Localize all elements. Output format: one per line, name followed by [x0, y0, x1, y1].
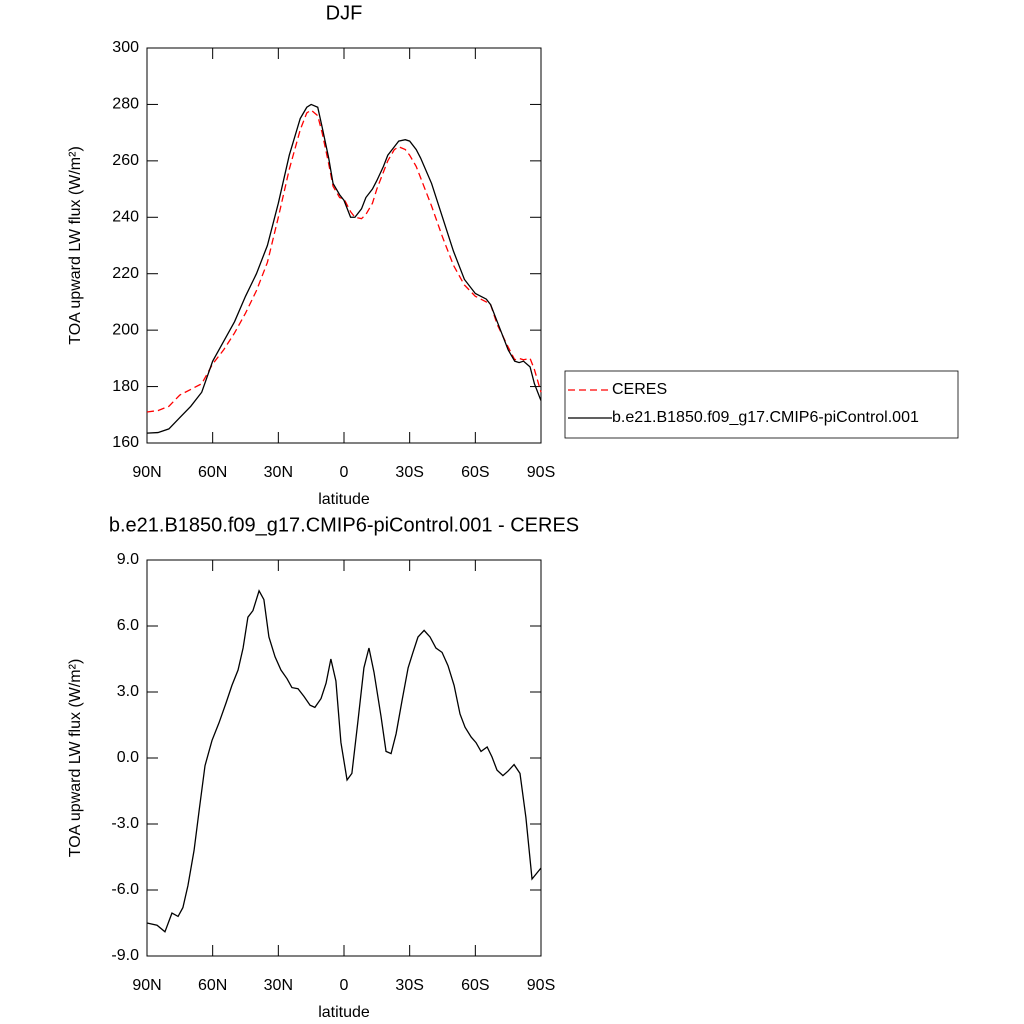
- y-tick-label: -3.0: [111, 815, 139, 832]
- y-tick-label: 9.0: [117, 551, 139, 568]
- x-tick-label: 60N: [198, 977, 227, 994]
- y-tick-label: 160: [112, 434, 139, 451]
- y-tick-label: 240: [112, 209, 139, 226]
- y-tick-label: 0.0: [117, 749, 139, 766]
- x-tick-label: 60S: [461, 464, 489, 481]
- y-axis-label: TOA upward LW flux (W/m²): [67, 659, 84, 858]
- x-tick-label: 0: [340, 977, 349, 994]
- x-tick-label: 60S: [461, 977, 489, 994]
- x-tick-label: 30N: [264, 977, 293, 994]
- x-tick-label: 30S: [395, 977, 423, 994]
- y-tick-label: 200: [112, 321, 139, 338]
- x-tick-label: 0: [340, 464, 349, 481]
- chart-title: b.e21.B1850.f09_g17.CMIP6-piControl.001 …: [109, 514, 579, 536]
- data-line: [146, 109, 542, 413]
- plot-frame: [146, 47, 542, 444]
- x-tick-label: 30N: [264, 464, 293, 481]
- y-axis-label: TOA upward LW flux (W/m²): [67, 146, 84, 345]
- legend-box: [564, 370, 959, 439]
- y-tick-label: 180: [112, 378, 139, 395]
- x-tick-label: 60N: [198, 464, 227, 481]
- x-tick-label: 90S: [527, 977, 555, 994]
- y-tick-label: -9.0: [111, 947, 139, 964]
- y-tick-label: 3.0: [117, 683, 139, 700]
- legend-label: b.e21.B1850.f09_g17.CMIP6-piControl.001: [612, 409, 919, 426]
- x-tick-label: 90S: [527, 464, 555, 481]
- data-line: [146, 103, 542, 434]
- x-tick-label: 30S: [395, 464, 423, 481]
- x-tick-label: 90N: [132, 464, 161, 481]
- y-tick-label: 280: [112, 96, 139, 113]
- legend-label: CERES: [612, 381, 667, 398]
- x-tick-label: 90N: [132, 977, 161, 994]
- data-line: [146, 589, 542, 933]
- y-tick-label: 300: [112, 39, 139, 56]
- y-tick-label: 6.0: [117, 617, 139, 634]
- x-axis-label: latitude: [318, 1004, 370, 1021]
- y-tick-label: -6.0: [111, 881, 139, 898]
- x-axis-label: latitude: [318, 491, 370, 508]
- y-tick-label: 260: [112, 152, 139, 169]
- y-tick-label: 220: [112, 265, 139, 282]
- chart-title: DJF: [326, 2, 363, 24]
